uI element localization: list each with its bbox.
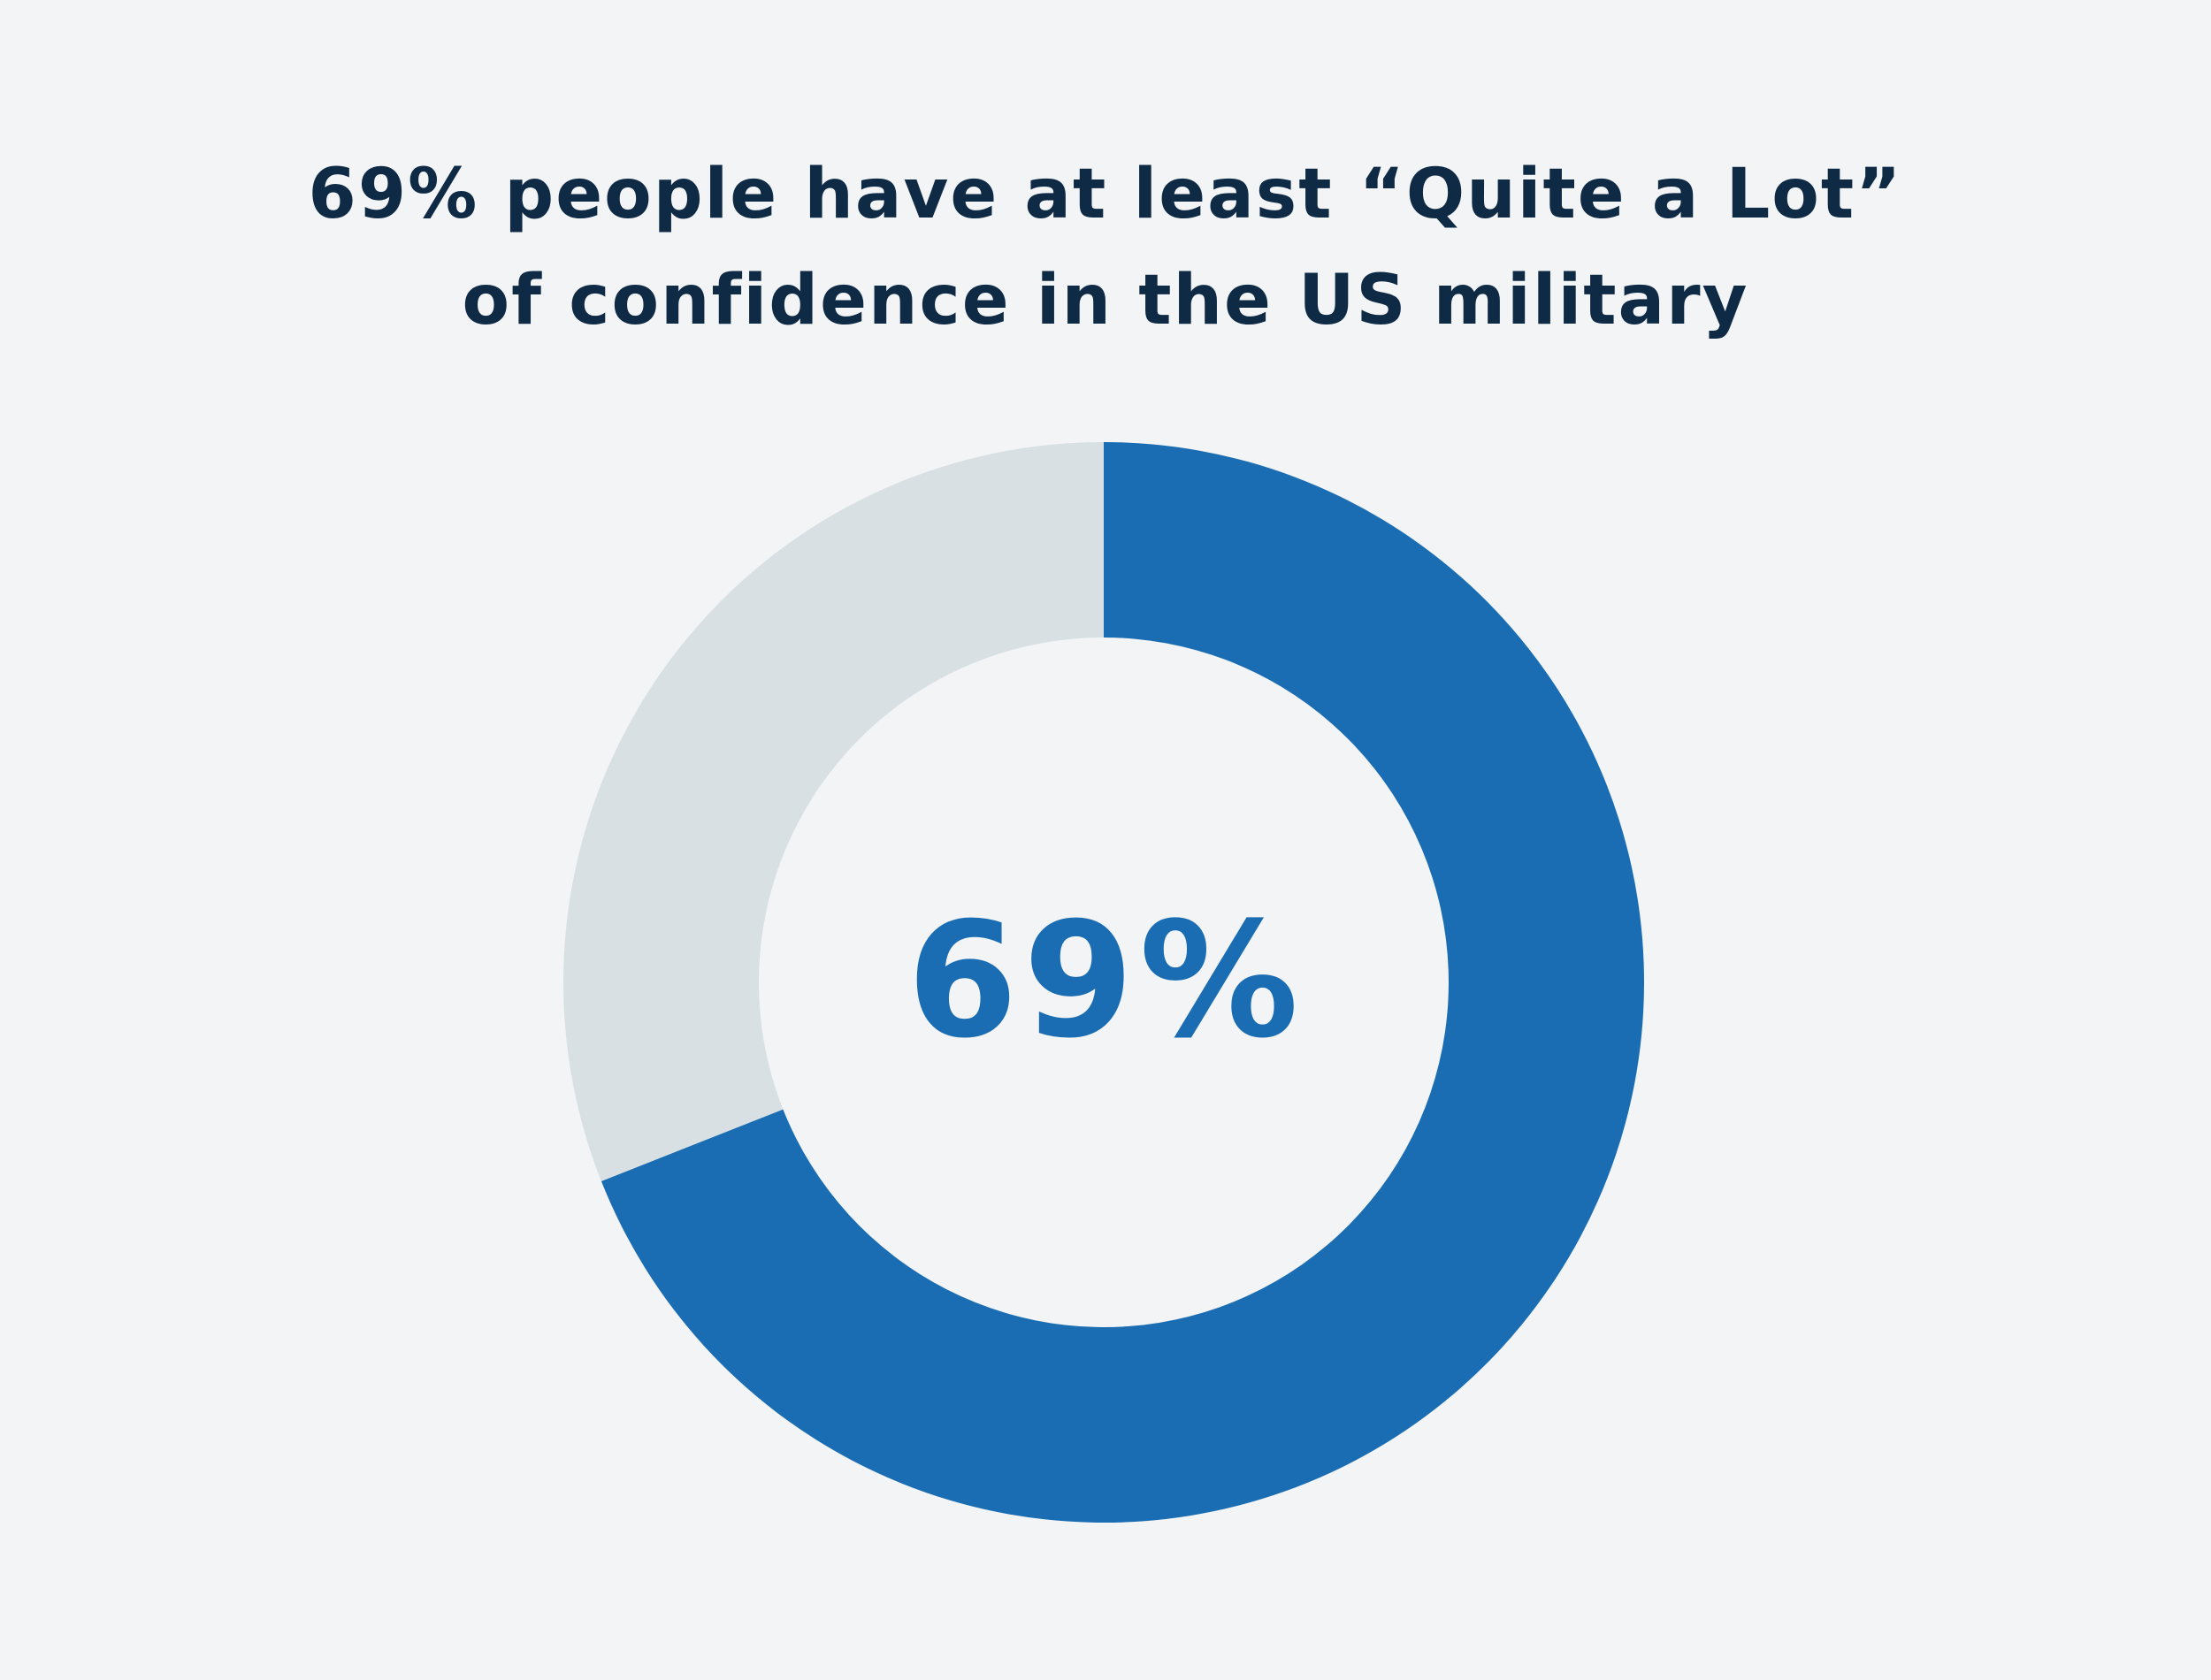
donut-slice-quite-a-lot [601,442,1645,1523]
chart-title-line-1: 69% people have at least “Quite a Lot” [308,155,1903,234]
center-percentage-label: 69% [907,889,1304,1073]
donut-slice-other [563,442,1104,1181]
chart-title-line-2: of confidence in the US military [462,261,1749,340]
chart-title: 69% people have at least “Quite a Lot” o… [0,141,2211,354]
